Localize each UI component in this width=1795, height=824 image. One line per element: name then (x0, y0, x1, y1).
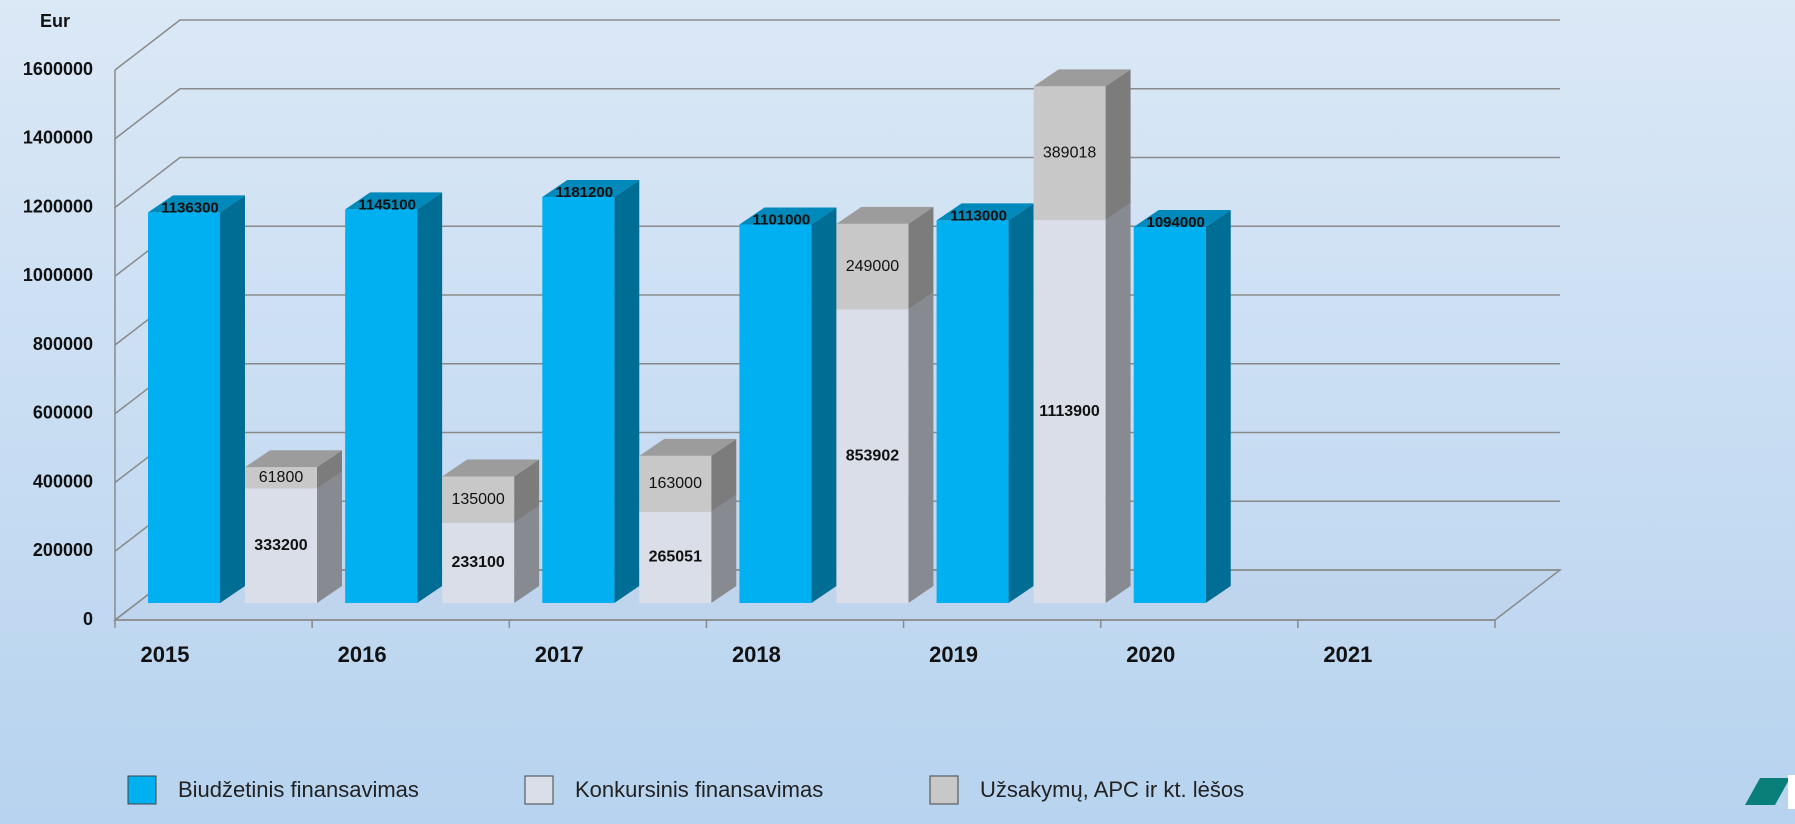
bar (1033, 86, 1106, 221)
bar (542, 196, 615, 603)
bar (836, 309, 909, 603)
y-tick-label: 1600000 (23, 59, 93, 79)
bar-top (345, 192, 443, 210)
bar-side (220, 195, 245, 603)
bar-side (614, 179, 640, 603)
data-label: 233100 (451, 554, 504, 571)
x-tick-label: 2018 (732, 642, 781, 667)
bar-side (908, 292, 934, 603)
y-tick-label: 1000000 (23, 265, 93, 285)
x-tick-label: 2016 (338, 642, 387, 667)
bar (442, 476, 515, 523)
data-label: 1181200 (555, 184, 613, 201)
bar-side (711, 438, 737, 512)
logo-shape (1745, 778, 1790, 805)
data-label: 61800 (259, 469, 304, 486)
data-label: 1136300 (161, 199, 219, 216)
data-label: 1145100 (358, 196, 416, 213)
bar-top (442, 459, 540, 477)
bar-side (908, 206, 934, 310)
bar-side (514, 505, 540, 603)
y-tick-label: 1200000 (23, 196, 93, 216)
y-tick-label: 1400000 (23, 128, 93, 148)
bar (148, 212, 220, 603)
y-axis-label: Eur (40, 11, 70, 31)
bar-top (739, 207, 837, 225)
y-tick-label: 400000 (33, 471, 93, 491)
bar-side (1105, 69, 1131, 221)
data-label: 135000 (451, 491, 504, 508)
bar-top (542, 179, 640, 197)
bar (936, 220, 1009, 603)
data-label: 333200 (254, 537, 307, 554)
data-label: 249000 (846, 258, 899, 275)
bar (639, 511, 712, 603)
bar (345, 209, 418, 603)
grid-line (114, 19, 1560, 71)
data-label: 1113000 (950, 207, 1007, 224)
x-tick-label: 2021 (1323, 642, 1372, 667)
legend-swatch (524, 775, 554, 805)
data-label: 853902 (846, 447, 899, 464)
bar-top (936, 203, 1034, 221)
bar (245, 467, 317, 489)
grid-line (114, 88, 1560, 140)
grid-line (114, 156, 1560, 209)
x-tick-label: 2020 (1126, 642, 1175, 667)
logo-box (1788, 775, 1795, 809)
bar-side (711, 494, 737, 603)
data-label: 1094000 (1147, 214, 1205, 231)
data-label: 389018 (1043, 144, 1096, 161)
data-label: 1101000 (753, 212, 811, 229)
bar (442, 522, 515, 603)
data-label: 163000 (649, 475, 702, 492)
y-tick-label: 600000 (33, 403, 93, 423)
bar-side (317, 450, 342, 489)
x-tick-label: 2019 (929, 642, 978, 667)
y-tick-label: 800000 (33, 334, 93, 354)
legend-label: Užsakymų, APC ir kt. lėšos (980, 777, 1244, 802)
bar (1133, 226, 1206, 603)
bar-top (836, 206, 934, 224)
data-label: 1113900 (1039, 403, 1100, 420)
bar (739, 224, 812, 603)
bar-side (317, 471, 342, 603)
bar-top (148, 195, 245, 213)
data-label: 265051 (649, 549, 702, 566)
bar-side (514, 459, 540, 523)
bar-top (639, 438, 737, 456)
bar-top (245, 450, 342, 468)
bar (639, 455, 712, 512)
bar-side (1008, 203, 1034, 603)
x-tick-label: 2015 (141, 642, 190, 667)
legend-swatch (127, 775, 157, 805)
bar-side (811, 207, 837, 603)
bar (836, 223, 909, 310)
y-tick-label: 0 (83, 609, 93, 629)
bar-top (1033, 69, 1131, 87)
legend-label: Konkursinis finansavimas (575, 777, 823, 802)
legend-label: Biudžetinis finansavimas (178, 777, 419, 802)
bar-side (1205, 209, 1231, 603)
bar-side (1105, 203, 1131, 604)
bar-top (1133, 209, 1231, 227)
y-tick-label: 200000 (33, 540, 93, 560)
bar (245, 488, 317, 603)
x-tick-label: 2017 (535, 642, 584, 667)
legend-swatch (929, 775, 959, 805)
bar (1033, 220, 1106, 604)
bar-side (417, 192, 443, 603)
